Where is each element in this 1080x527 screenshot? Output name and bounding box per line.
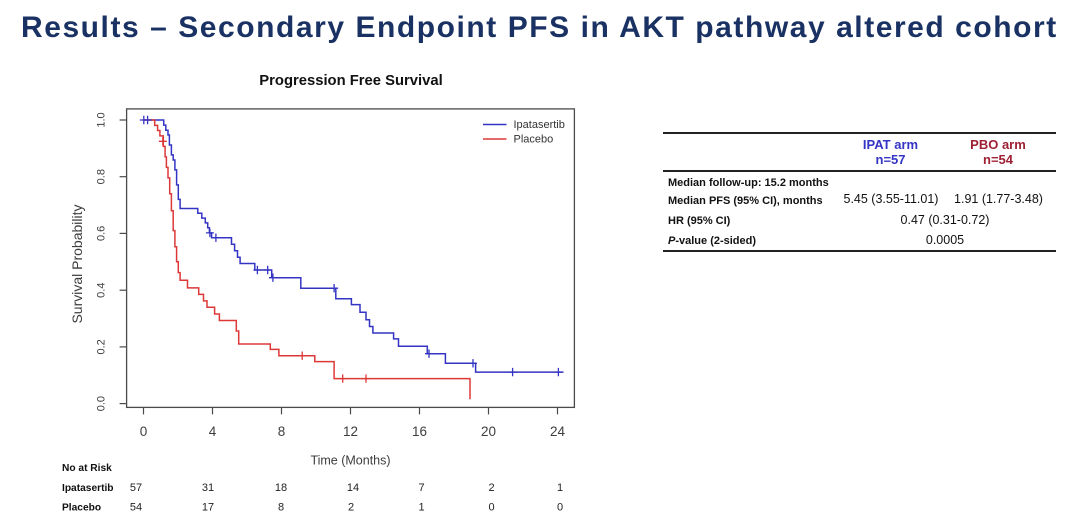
svg-text:8: 8 [278, 502, 284, 514]
svg-text:2: 2 [488, 482, 494, 494]
svg-text:0.6: 0.6 [96, 226, 108, 241]
svg-text:0.2: 0.2 [96, 339, 108, 354]
svg-text:20: 20 [481, 424, 496, 439]
svg-text:14: 14 [347, 482, 359, 494]
svg-text:Survival Probability: Survival Probability [69, 204, 85, 323]
svg-text:31: 31 [202, 482, 214, 494]
svg-text:No at Risk: No at Risk [62, 463, 112, 474]
svg-text:0.8: 0.8 [96, 169, 108, 184]
svg-text:18: 18 [275, 482, 287, 494]
svg-text:0.0: 0.0 [96, 396, 108, 411]
svg-text:0: 0 [140, 424, 148, 439]
svg-text:Placebo: Placebo [62, 503, 101, 514]
svg-text:1: 1 [557, 482, 563, 494]
svg-text:Ipatasertib: Ipatasertib [514, 119, 565, 131]
svg-text:54: 54 [130, 502, 142, 514]
svg-text:2: 2 [348, 502, 354, 514]
svg-text:0: 0 [557, 502, 563, 514]
svg-text:16: 16 [412, 424, 427, 439]
svg-text:12: 12 [343, 424, 358, 439]
svg-text:0.4: 0.4 [96, 283, 108, 298]
svg-text:1.0: 1.0 [96, 112, 108, 127]
svg-text:24: 24 [550, 424, 566, 439]
svg-text:0: 0 [488, 502, 494, 514]
svg-text:Progression Free Survival: Progression Free Survival [259, 73, 442, 89]
svg-text:Placebo: Placebo [514, 134, 554, 146]
svg-text:57: 57 [130, 482, 142, 494]
svg-text:4: 4 [209, 424, 217, 439]
svg-text:Time (Months): Time (Months) [310, 454, 390, 468]
svg-text:8: 8 [278, 424, 286, 439]
svg-text:Ipatasertib: Ipatasertib [62, 483, 114, 494]
svg-text:1: 1 [418, 502, 424, 514]
svg-text:7: 7 [418, 482, 424, 494]
svg-text:17: 17 [202, 502, 214, 514]
